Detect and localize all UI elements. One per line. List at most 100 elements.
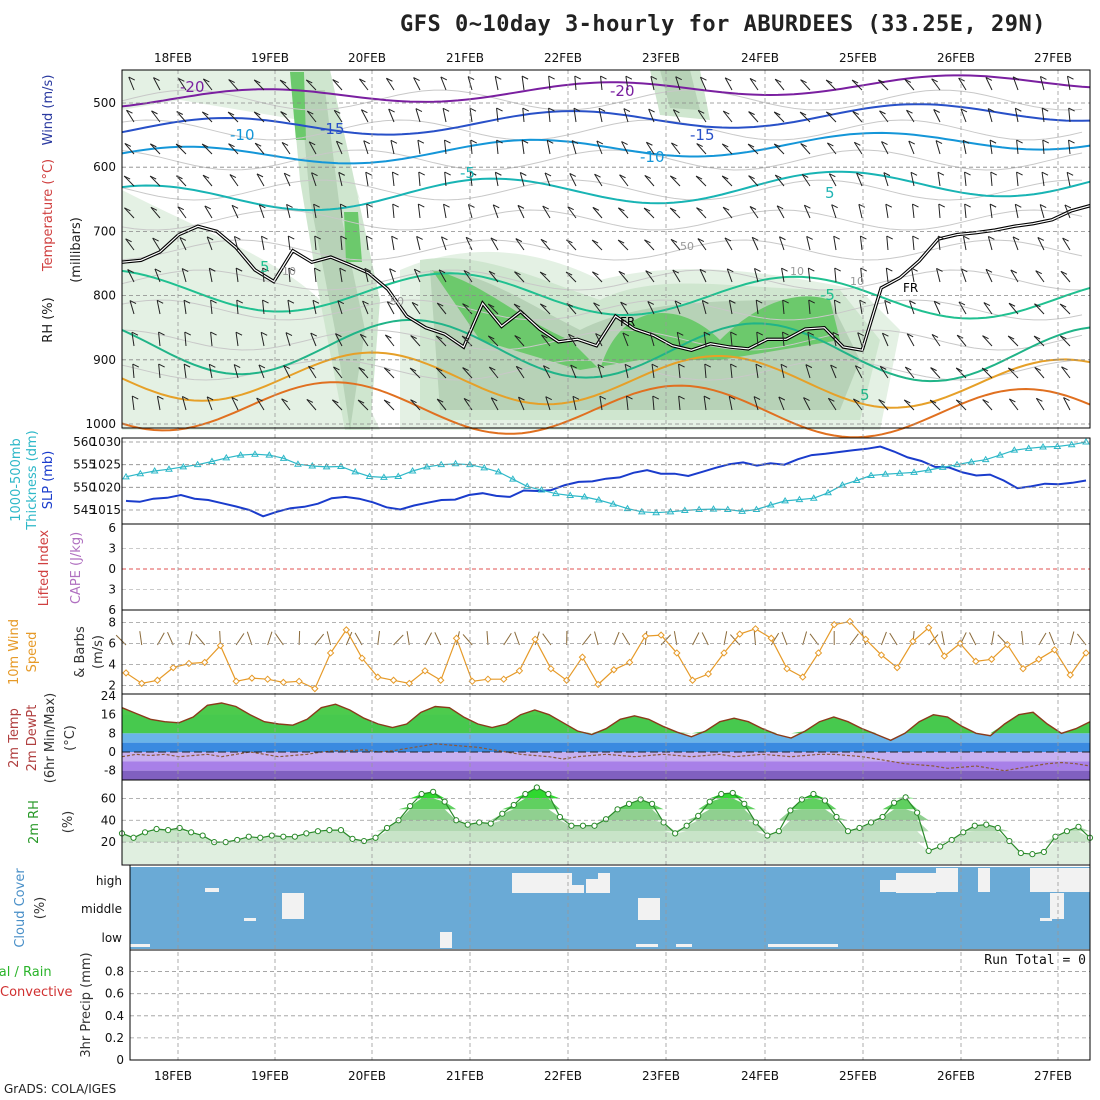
rh-fill-band	[122, 809, 1090, 821]
wind-barb-shaft	[184, 332, 187, 347]
wind-barb-shaft	[417, 140, 421, 155]
wind-barb-flag	[409, 367, 417, 372]
rh-point	[960, 829, 967, 836]
wind-barb-shaft	[514, 335, 525, 347]
wind-barb-flag	[1039, 204, 1047, 208]
wind-barb-flag	[229, 174, 237, 179]
wind-barb-shaft	[338, 172, 343, 187]
rh-contour-line	[121, 209, 1083, 231]
wind-barb-flag	[332, 79, 339, 83]
wind-barb-shaft	[678, 364, 681, 379]
wind-barb-shaft	[906, 333, 915, 347]
wind-barb-shaft	[886, 236, 889, 251]
wind-barb-shaft	[566, 303, 577, 315]
wind-barb-shaft	[806, 236, 811, 251]
wind-barb-flag	[807, 331, 815, 336]
rh-point	[487, 820, 494, 827]
wind-barb-flag	[956, 334, 964, 339]
wind-barb-flag	[988, 108, 995, 112]
wind-barb-flag	[547, 139, 554, 144]
wind-barb-shaft	[366, 204, 369, 219]
thickness-point	[279, 454, 288, 461]
wind-barb-shaft	[253, 79, 265, 91]
wind-barb-flag	[597, 364, 605, 369]
temperature-contour-label: -20	[610, 82, 635, 100]
cloud-patch	[586, 879, 598, 893]
wind-barb-flag	[1064, 204, 1072, 209]
date-label-top: 19FEB	[251, 51, 289, 65]
wind-barb-flag	[209, 363, 216, 368]
wind-barb-shaft	[390, 140, 395, 155]
wind-speed-point	[200, 658, 209, 667]
wind-barb-shaft	[310, 332, 317, 347]
wind-barb-shaft	[179, 237, 187, 251]
thickness-point	[924, 466, 933, 473]
wind-barb-shaft	[774, 78, 785, 91]
wind-barb-flag	[938, 203, 945, 208]
wind-speed-point	[830, 620, 838, 629]
thickness-point	[451, 459, 460, 467]
wind-barb-shaft	[125, 238, 135, 251]
wind-barb-flag	[906, 333, 914, 338]
wind-barb-flag	[573, 107, 581, 112]
wind-barb-flag	[256, 173, 264, 178]
wind-barb-flag	[518, 396, 525, 401]
wind-barb-shaft	[233, 236, 239, 251]
wind-barb-shaft	[696, 143, 707, 155]
thickness-point	[824, 488, 832, 496]
wind-barb-flag	[829, 173, 836, 178]
wind-barb-shaft	[490, 397, 499, 411]
wind-barb-shaft	[825, 79, 837, 91]
wind-barb-shaft	[357, 399, 369, 411]
wind-barb-shaft	[206, 236, 213, 251]
date-label-top: 25FEB	[839, 51, 877, 65]
temperature-tick-label: 0	[108, 745, 116, 759]
wind-barb-shaft	[1010, 269, 1019, 283]
wind-barb-shaft	[911, 268, 915, 283]
wind-barb-shaft	[413, 77, 421, 91]
wind-barb	[781, 631, 788, 646]
wind-speed-point	[940, 652, 949, 660]
lifted-index-tick-label: 3	[108, 583, 116, 597]
thickness-point	[193, 460, 202, 468]
wind-barb-flag	[158, 331, 165, 336]
wind-barb-shaft	[574, 76, 577, 91]
temperature-tick-label: 24	[101, 689, 116, 703]
wind-barb-flag	[803, 397, 810, 402]
temperature-band	[122, 733, 1090, 743]
wind-barb-shaft	[1062, 237, 1071, 251]
wind-barb-shaft	[128, 76, 135, 91]
date-label-bottom: 27FEB	[1034, 1069, 1072, 1083]
wind-barb-flag	[468, 204, 475, 208]
wind-barb-shaft	[488, 366, 499, 379]
wind-barb-shaft	[803, 397, 811, 411]
wind-barb-shaft	[617, 207, 629, 219]
wind-barb-shaft	[206, 396, 213, 411]
wind-barb-shaft	[392, 204, 395, 219]
wind-barb-flag	[227, 111, 235, 116]
wind-barb-shaft	[285, 332, 291, 347]
wind-barb-flag	[231, 204, 239, 209]
wind-speed-point	[153, 676, 162, 684]
thickness-point	[1010, 446, 1019, 453]
wind-barb-shaft	[931, 78, 941, 91]
temperature-isotherm	[121, 351, 1091, 409]
wind-barb-flag	[444, 139, 451, 144]
wind-barb-flag	[834, 267, 841, 272]
wind-speed-point	[893, 663, 901, 672]
wind-barb-flag	[493, 204, 500, 209]
wind-barb-shaft	[674, 300, 681, 315]
wind-barb	[434, 632, 442, 646]
wind-barb-shaft	[857, 332, 863, 347]
wind-barb-flag	[539, 271, 547, 276]
wind-barb-flag	[307, 110, 314, 115]
wind-barb-flag	[544, 172, 552, 177]
wind-barb-flag	[981, 367, 989, 372]
wind-barb-flag	[625, 75, 633, 80]
wind-barb-flag	[126, 109, 133, 114]
wind-barb-flag	[444, 171, 451, 176]
wind-barb-flag	[675, 76, 682, 81]
wind-barb-flag	[645, 270, 652, 275]
rh-point	[706, 798, 713, 805]
wind-barb-shaft	[827, 397, 837, 411]
